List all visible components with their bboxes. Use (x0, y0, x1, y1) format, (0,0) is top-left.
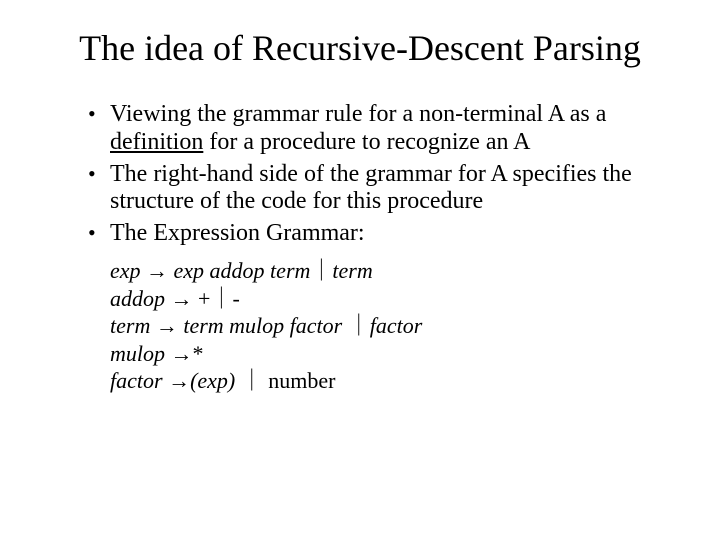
arrow-icon: → (146, 258, 174, 283)
slide: The idea of Recursive-Descent Parsing Vi… (0, 0, 720, 540)
bullet-1-text-pre: Viewing the grammar rule for a non-termi… (110, 101, 606, 127)
grammar-rhs-alt: term (332, 258, 372, 283)
bullet-item-3: The Expression Grammar: (88, 220, 660, 248)
bar-icon: ｜ (310, 258, 332, 283)
grammar-factor: factor (110, 368, 168, 393)
bar-icon: ｜ (235, 368, 263, 393)
grammar-rhs: exp addop term (174, 258, 311, 283)
slide-title: The idea of Recursive-Descent Parsing (60, 28, 660, 69)
arrow-icon: → (156, 313, 184, 338)
bullet-1-definition: definition (110, 129, 203, 155)
grammar-block: exp → exp addop term｜term addop → +｜- te… (110, 257, 660, 395)
arrow-icon: → (171, 286, 199, 311)
grammar-exp: exp (110, 258, 146, 283)
bullet-item-2: The right-hand side of the grammar for A… (88, 161, 660, 216)
grammar-term: term (110, 313, 156, 338)
grammar-minus: - (232, 286, 239, 311)
bar-icon: ｜ (210, 286, 232, 311)
grammar-line-1: exp → exp addop term｜term (110, 257, 660, 285)
grammar-addop: addop (110, 286, 171, 311)
grammar-rhs: term mulop factor (183, 313, 342, 338)
bullet-1-text-post: for a procedure to recognize an A (203, 129, 530, 155)
grammar-line-3: term → term mulop factor ｜factor (110, 312, 660, 340)
grammar-plus: + (198, 286, 210, 311)
arrow-icon: → (168, 368, 190, 393)
grammar-number: number (263, 368, 336, 393)
grammar-paren-exp: (exp) (190, 368, 235, 393)
bullet-item-1: Viewing the grammar rule for a non-termi… (88, 101, 660, 156)
grammar-rhs-alt: factor (370, 313, 423, 338)
grammar-line-2: addop → +｜- (110, 285, 660, 313)
grammar-star: * (193, 341, 204, 366)
bar-icon: ｜ (342, 313, 370, 338)
grammar-line-4: mulop →* (110, 340, 660, 368)
grammar-line-5: factor →(exp) ｜ number (110, 367, 660, 395)
arrow-icon: → (171, 341, 193, 366)
bullet-list: Viewing the grammar rule for a non-termi… (60, 101, 660, 247)
grammar-mulop: mulop (110, 341, 171, 366)
